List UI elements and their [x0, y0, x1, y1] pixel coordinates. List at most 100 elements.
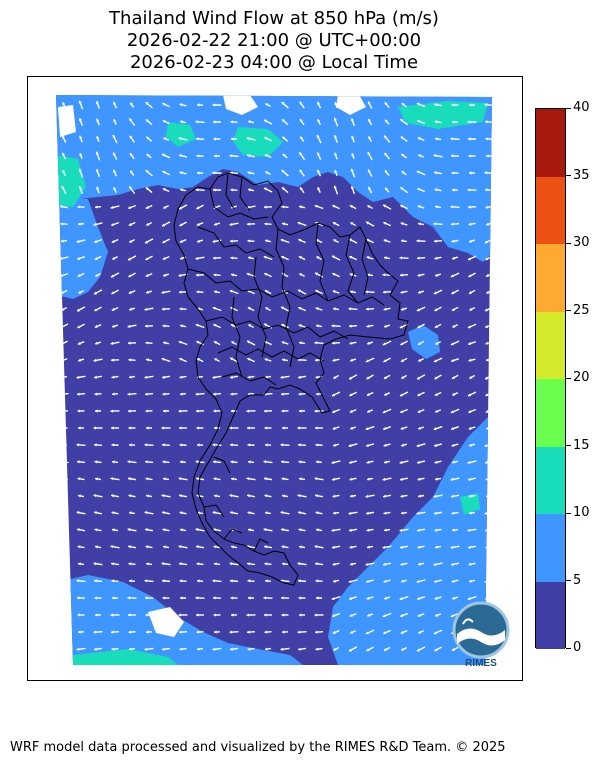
- wind-arrow-head: [248, 324, 252, 328]
- rimes-logo: RIMES: [452, 601, 510, 669]
- wind-arrow-head: [197, 239, 201, 243]
- wind-arrow-head: [400, 494, 404, 498]
- wind-arrow-head: [229, 562, 233, 566]
- wind-arrow-head: [468, 494, 472, 498]
- wind-arrow-head: [94, 443, 97, 447]
- wind-arrow-head: [178, 409, 182, 413]
- wind-arrow-head: [316, 528, 319, 532]
- wind-arrow-head: [129, 153, 133, 157]
- wind-arrow-head: [485, 205, 489, 209]
- wind-arrow-head: [332, 477, 335, 481]
- wind-arrow-head: [333, 185, 337, 189]
- wind-arrow-head: [59, 528, 63, 532]
- wind-arrow-head: [95, 613, 98, 617]
- wind-arrow-head: [146, 136, 150, 140]
- wind-arrow-head: [485, 324, 489, 329]
- wind-arrow-head: [484, 443, 488, 448]
- wind-arrow-head: [281, 119, 285, 123]
- wind-arrow-head: [485, 409, 489, 413]
- wind-arrow-head: [61, 579, 64, 583]
- wind-arrow-head: [433, 562, 437, 566]
- wind-arrow-head: [468, 358, 472, 362]
- wind-arrow-head: [384, 102, 388, 106]
- wind-arrow-head: [229, 222, 233, 226]
- wind-arrow-head: [77, 545, 81, 549]
- wind-arrow-head: [78, 118, 82, 122]
- wind-arrow-head: [383, 494, 386, 498]
- wind-arrow-head: [247, 154, 250, 158]
- wind-arrow-head: [110, 341, 114, 345]
- wind-arrow-head: [486, 358, 489, 362]
- wind-arrow-head: [146, 426, 149, 430]
- wind-arrow-head: [365, 494, 369, 498]
- logo-ring: [452, 601, 510, 659]
- wind-arrow-head: [349, 324, 352, 328]
- wind-arrow-head: [416, 579, 420, 584]
- wind-arrow-head: [382, 614, 386, 618]
- wind-arrow-head: [60, 222, 64, 226]
- wind-arrow-head: [265, 511, 268, 515]
- wind-arrow-head: [230, 120, 234, 124]
- wind-arrow-head: [162, 511, 165, 515]
- wind-arrow-head: [78, 290, 82, 294]
- wind-arrow-head: [468, 410, 472, 414]
- wind-arrow-head: [349, 528, 352, 532]
- wind-arrow-head: [179, 206, 183, 210]
- wind-arrow-head: [368, 118, 371, 122]
- wind-arrow-head: [146, 630, 149, 634]
- wind-arrow-head: [332, 630, 336, 634]
- wind-arrow-head: [146, 290, 150, 294]
- wind-arrow-head: [263, 528, 267, 532]
- wind-arrow-head: [452, 188, 455, 192]
- wind-arrow-head: [400, 614, 404, 618]
- wind-arrow-head: [434, 325, 438, 328]
- wind-arrow-head: [349, 409, 353, 413]
- wind-arrow-head: [485, 188, 488, 192]
- wind-arrow-head: [78, 630, 81, 634]
- wind-arrow-head: [332, 272, 336, 276]
- wind-arrow-head: [196, 409, 199, 413]
- wind-arrow-head: [400, 222, 404, 226]
- wind-arrow-head: [399, 528, 403, 532]
- wind-arrow-head: [60, 477, 63, 481]
- wind-arrow-head: [196, 206, 200, 210]
- wind-arrow-head: [416, 102, 420, 106]
- wind-arrow-head: [451, 579, 455, 583]
- wind-arrow-head: [213, 477, 217, 481]
- wind-arrow-head: [280, 375, 284, 379]
- wind-arrow-head: [62, 170, 66, 174]
- wind-arrow-head: [298, 460, 302, 464]
- wind-arrow-head: [385, 119, 388, 123]
- wind-arrow-head: [401, 579, 404, 583]
- wind-arrow-head: [231, 341, 235, 345]
- wind-arrow-head: [365, 290, 369, 294]
- wind-arrow-head: [416, 443, 420, 448]
- wind-arrow-head: [59, 392, 63, 396]
- wind-arrow-head: [451, 376, 455, 379]
- wind-arrow-head: [111, 647, 115, 651]
- wind-arrow-head: [113, 187, 117, 191]
- wind-arrow-head: [468, 291, 472, 294]
- wind-arrow-head: [468, 562, 472, 566]
- wind-arrow-head: [247, 357, 251, 361]
- wind-arrow-head: [265, 239, 268, 243]
- wind-arrow: [60, 562, 68, 566]
- wind-arrow-head: [418, 426, 422, 430]
- wind-arrow-head: [214, 358, 218, 362]
- wind-arrow-head: [60, 325, 64, 329]
- wind-arrow-head: [382, 545, 386, 549]
- wind-arrow-head: [128, 562, 132, 566]
- footer-credit: WRF model data processed and visualized …: [10, 740, 506, 755]
- wind-band-10-15-n2: [166, 122, 196, 147]
- wind-arrow-head: [433, 631, 437, 635]
- wind-arrow-head: [247, 443, 251, 447]
- wind-arrow-head: [367, 101, 371, 105]
- wind-arrow-head: [350, 186, 354, 190]
- wind-arrow-head: [332, 255, 335, 259]
- wind-arrow-head: [367, 341, 371, 345]
- wind-arrow-head: [350, 630, 354, 634]
- wind-arrow-head: [78, 100, 82, 104]
- wind-arrow: [59, 545, 69, 549]
- wind-arrow-head: [350, 290, 353, 294]
- wind-arrow-head: [195, 596, 199, 600]
